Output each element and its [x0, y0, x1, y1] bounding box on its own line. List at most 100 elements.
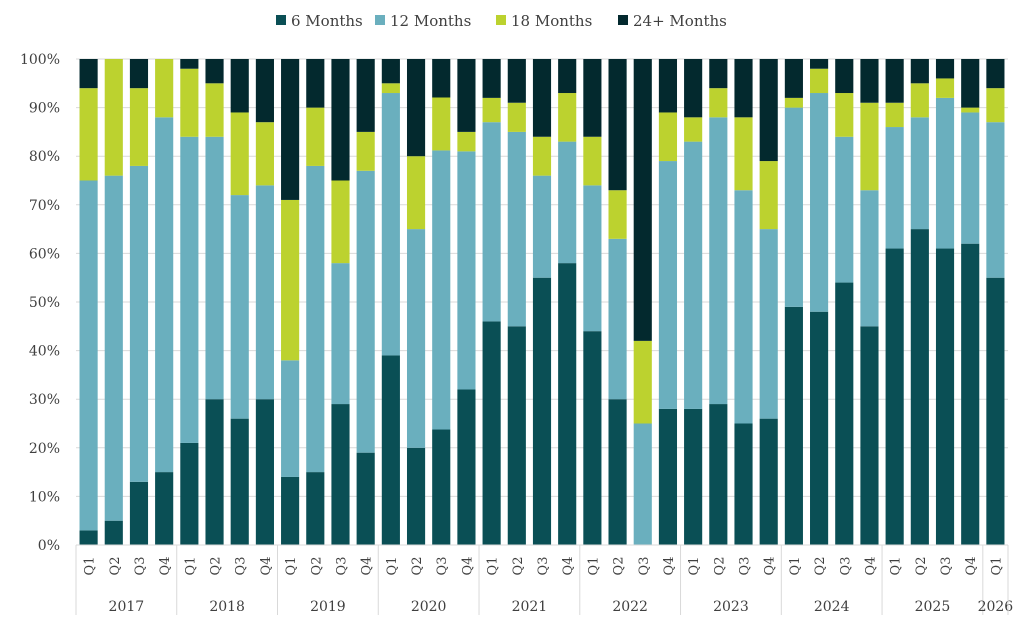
bar-segment: [608, 59, 627, 191]
bar-segment: [281, 476, 300, 545]
bar-segment: [406, 59, 426, 157]
y-tick-label: 100%: [20, 52, 60, 68]
bar-segment: [633, 423, 652, 545]
bar-segment: [583, 136, 602, 186]
x-tick-label: Q2: [209, 557, 224, 576]
bar-segment: [910, 229, 929, 545]
bar-segment: [255, 122, 274, 186]
year-label: 2023: [713, 599, 749, 615]
bar-segment: [104, 175, 123, 521]
x-tick-label: Q1: [889, 557, 904, 576]
x-tick-label: Q4: [259, 557, 274, 576]
x-tick-label: Q1: [989, 557, 1004, 576]
bar-segment: [532, 175, 552, 278]
bar-segment: [709, 404, 728, 545]
bar-segment: [180, 136, 199, 443]
bar-segment: [961, 112, 980, 244]
bar-segment: [406, 229, 426, 448]
x-tick-label: Q3: [435, 557, 450, 576]
bar-segment: [860, 190, 879, 327]
bar-segment: [658, 59, 678, 113]
x-tick-label: Q3: [738, 557, 753, 576]
bar-segment: [155, 59, 174, 118]
bar-segment: [129, 165, 149, 482]
bar-segment: [356, 452, 375, 545]
bar-segment: [759, 229, 778, 419]
y-tick-label: 30%: [29, 392, 60, 408]
bar-segment: [658, 408, 678, 545]
year-label: 2021: [512, 599, 548, 615]
bar-segment: [281, 199, 300, 361]
x-tick-label: Q3: [334, 557, 349, 576]
bar-segment: [558, 59, 577, 94]
bar-segment: [281, 59, 300, 200]
legend-swatch: [618, 15, 628, 25]
bar-segment: [255, 59, 274, 123]
bar-segment: [734, 190, 753, 424]
bar-segment: [79, 530, 98, 545]
legend-label: 12 Months: [390, 12, 471, 30]
bar-segment: [356, 170, 375, 453]
bar-segment: [684, 141, 703, 409]
x-tick-label: Q1: [385, 557, 400, 576]
y-tick-label: 70%: [29, 198, 60, 214]
bar-segment: [180, 68, 199, 137]
x-tick-label: Q1: [83, 557, 98, 576]
bar-segment: [961, 107, 980, 113]
bar-segment: [381, 83, 400, 94]
bar-segment: [633, 59, 652, 341]
bar-segment: [910, 59, 929, 84]
bar-segment: [356, 59, 375, 132]
x-tick-label: Q2: [410, 557, 425, 576]
year-label: 2022: [612, 599, 648, 615]
bar-segment: [935, 78, 955, 98]
x-tick-label: Q1: [788, 557, 803, 576]
bar-segment: [281, 360, 300, 477]
x-tick-label: Q4: [158, 557, 173, 576]
bar-segment: [759, 161, 778, 230]
bar-segment: [608, 238, 627, 400]
x-tick-label: Q1: [586, 557, 601, 576]
bar-segment: [306, 472, 325, 545]
bar-segment: [331, 59, 350, 181]
bar-segment: [558, 141, 577, 264]
bars: [79, 59, 1005, 546]
bar-segment: [784, 107, 803, 307]
x-tick-label: Q3: [637, 557, 652, 576]
bar-segment: [709, 88, 728, 118]
bar-segment: [784, 97, 803, 108]
bar-segment: [759, 59, 778, 162]
bar-segment: [155, 472, 174, 545]
bar-segment: [759, 418, 778, 545]
bar-segment: [205, 59, 224, 84]
x-tick-label: Q4: [662, 557, 677, 576]
bar-segment: [432, 59, 451, 98]
legend-label: 6 Months: [291, 12, 363, 30]
bar-segment: [79, 59, 98, 89]
bar-segment: [734, 117, 753, 191]
bar-segment: [457, 389, 476, 545]
x-axis: Q1 Q2 Q3 Q4 Q1 Q2 Q3 Q4 Q1 Q2 Q3 Q4 Q1 Q2 Q3 Q4 Q1 Q2 Q3 Q4…: [75, 544, 1013, 615]
y-tick-label: 60%: [29, 246, 60, 262]
x-tick-label: Q2: [712, 557, 727, 576]
bar-segment: [432, 429, 451, 545]
year-label: 2024: [814, 599, 850, 615]
x-tick-label: Q2: [511, 557, 526, 576]
bar-segment: [784, 59, 803, 98]
bar-segment: [180, 59, 199, 69]
bar-segment: [306, 59, 325, 108]
bar-segment: [104, 520, 123, 545]
legend-label: 18 Months: [511, 12, 592, 30]
bar-segment: [608, 190, 627, 239]
bar-segment: [935, 59, 955, 79]
x-tick-label: Q4: [964, 557, 979, 576]
x-tick-label: Q3: [536, 557, 551, 576]
bar-segment: [205, 136, 224, 400]
bar-segment: [835, 282, 854, 545]
bar-segment: [507, 131, 526, 327]
bar-segment: [835, 93, 854, 137]
bar-segment: [583, 331, 602, 545]
bar-segment: [684, 117, 703, 142]
bar-segment: [432, 97, 451, 151]
bar-segment: [205, 83, 224, 137]
